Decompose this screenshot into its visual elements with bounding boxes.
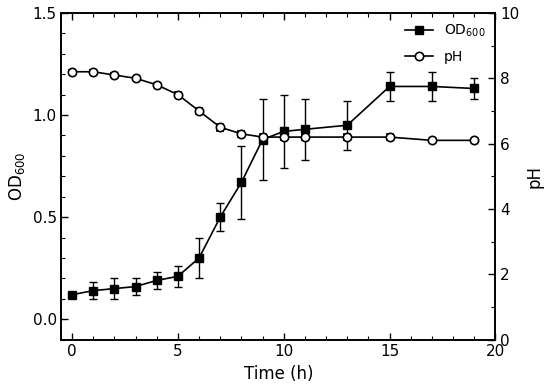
Y-axis label: OD$_{600}$: OD$_{600}$ (7, 152, 27, 201)
Legend: OD$_{600}$, pH: OD$_{600}$, pH (400, 17, 491, 70)
X-axis label: Time (h): Time (h) (244, 365, 313, 383)
Y-axis label: pH: pH (525, 165, 543, 188)
